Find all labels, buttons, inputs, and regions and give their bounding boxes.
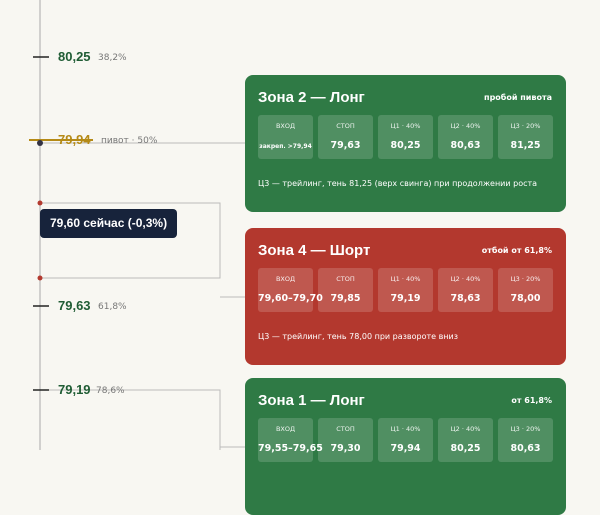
param-label: Ц3 · 20% xyxy=(510,275,541,283)
level-note: 78,6% xyxy=(96,386,125,396)
level-note: пивот · 50% xyxy=(101,136,158,146)
param-label: ВХОД xyxy=(275,122,296,130)
param-cell: Ц3 · 20% 78,00 xyxy=(498,268,553,312)
param-cell: Ц2 · 40% 78,63 xyxy=(438,268,493,312)
param-value: 79,63 xyxy=(330,140,361,151)
param-cell: СТОП 79,85 xyxy=(318,268,373,312)
card-tag: от 61,8% xyxy=(511,396,552,405)
param-value: 80,63 xyxy=(510,443,541,454)
param-label: СТОП xyxy=(336,275,355,283)
card-title: Зона 2 — Лонг xyxy=(258,89,365,106)
card-title: Зона 1 — Лонг xyxy=(258,392,365,409)
dot xyxy=(37,275,43,281)
param-value: закреп. >79,94 xyxy=(259,143,312,150)
param-cell: Ц1 · 40% 79,19 xyxy=(378,268,433,312)
param-cell: Ц1 · 40% 80,25 xyxy=(378,115,433,159)
card-note: Ц3 — трейлинг, тень 81,25 (верх свинга) … xyxy=(258,179,538,188)
level-value: 79,19 xyxy=(58,382,91,397)
param-value: 78,63 xyxy=(450,293,481,304)
param-label: Ц3 · 20% xyxy=(510,425,541,433)
card-title: Зона 4 — Шорт xyxy=(258,242,371,259)
param-cell: Ц2 · 40% 80,63 xyxy=(438,115,493,159)
level-value: 79,63 xyxy=(58,298,91,313)
zone-card: Зона 1 — Лонг от 61,8% ВХОД 79,55–79,65 СТОП… xyxy=(245,378,566,515)
param-label: Ц1 · 40% xyxy=(390,122,421,130)
param-label: СТОП xyxy=(336,122,355,130)
param-value: 81,25 xyxy=(510,140,541,151)
param-cell: СТОП 79,63 xyxy=(318,115,373,159)
dot xyxy=(37,200,43,206)
param-cell: ВХОД 79,55–79,65 xyxy=(258,418,323,462)
param-cell: ВХОД закреп. >79,94 xyxy=(258,115,313,159)
param-cell: Ц1 · 40% 79,94 xyxy=(378,418,433,462)
param-value: 79,19 xyxy=(390,293,421,304)
param-label: СТОП xyxy=(336,425,355,433)
level-value: 80,25 xyxy=(58,49,91,64)
level-ticks xyxy=(33,56,49,391)
param-label: ВХОД xyxy=(275,275,296,283)
param-cell: Ц3 · 20% 81,25 xyxy=(498,115,553,159)
param-cell: ВХОД 79,60–79,70 xyxy=(258,268,323,312)
card-tag: пробой пивота xyxy=(484,93,552,102)
param-value: 79,85 xyxy=(330,293,361,304)
param-label: Ц2 · 40% xyxy=(450,275,481,283)
param-label: ВХОД xyxy=(275,425,296,433)
param-value: 78,00 xyxy=(510,293,541,304)
param-value: 80,25 xyxy=(450,443,481,454)
param-label: Ц1 · 40% xyxy=(390,275,421,283)
zone-card: Зона 4 — Шорт отбой от 61,8% ВХОД 79,60–79,… xyxy=(245,228,566,365)
level-value: 79,94 xyxy=(58,132,91,147)
current-price: 79,60 сейчас (-0,3%) xyxy=(40,209,178,238)
param-cell: Ц2 · 40% 80,25 xyxy=(438,418,493,462)
level-note: 61,8% xyxy=(98,302,127,312)
param-value: 79,60–79,70 xyxy=(258,293,323,304)
param-cell: СТОП 79,30 xyxy=(318,418,373,462)
connectors xyxy=(40,142,245,450)
param-label: Ц1 · 40% xyxy=(390,425,421,433)
param-label: Ц2 · 40% xyxy=(450,425,481,433)
param-label: Ц3 · 20% xyxy=(510,122,541,130)
ladder xyxy=(29,0,245,450)
param-value: 80,25 xyxy=(390,140,421,151)
param-value: 79,55–79,65 xyxy=(258,443,323,454)
param-label: Ц2 · 40% xyxy=(450,122,481,130)
level-note: 38,2% xyxy=(98,53,127,63)
page: 80,25 38,2% 79,94 пивот · 50% 79,63 61,8… xyxy=(29,0,566,515)
card-note: Ц3 — трейлинг, тень 78,00 при развороте … xyxy=(258,332,458,341)
param-cell: Ц3 · 20% 80,63 xyxy=(498,418,553,462)
dot xyxy=(37,140,43,146)
card-tag: отбой от 61,8% xyxy=(481,246,552,255)
param-value: 80,63 xyxy=(450,140,481,151)
zone-card: Зона 2 — Лонг пробой пивота ВХОД закреп. >7… xyxy=(245,75,566,212)
param-value: 79,30 xyxy=(330,443,361,454)
param-value: 79,94 xyxy=(390,443,421,454)
